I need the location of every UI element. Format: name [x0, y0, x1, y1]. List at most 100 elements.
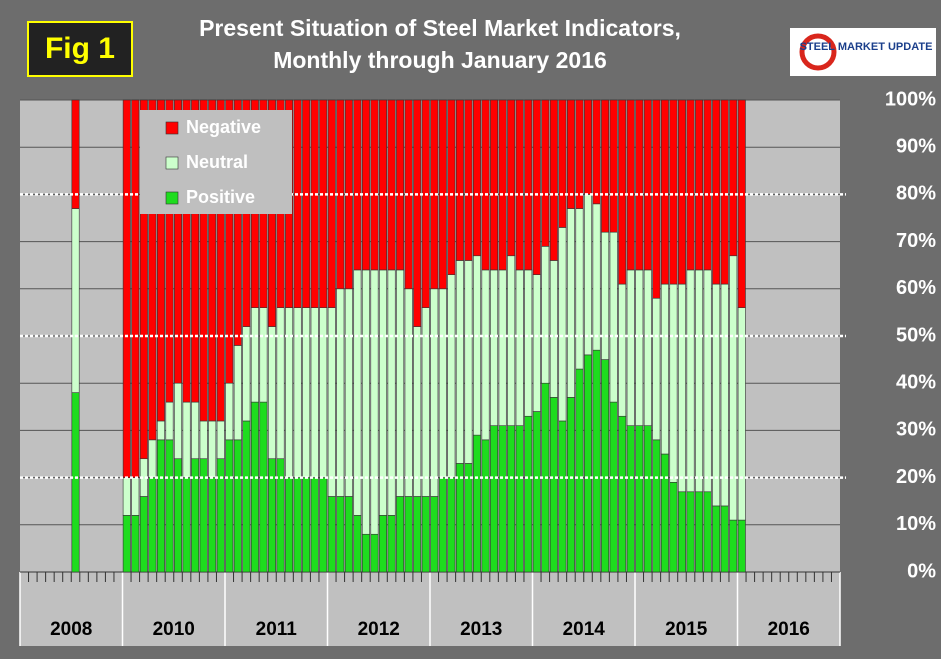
- bar-segment: [549, 99, 558, 261]
- x-group-label: 2015: [665, 619, 708, 640]
- bar-segment: [285, 477, 294, 573]
- bar-segment: [174, 458, 182, 573]
- bar-segment: [490, 99, 499, 271]
- bar-segment: [473, 434, 481, 573]
- bar-segment: [268, 326, 276, 460]
- bar-segment: [669, 99, 678, 285]
- bar-segment: [643, 99, 652, 271]
- bar-segment: [156, 99, 165, 422]
- bar-segment: [191, 99, 200, 403]
- bar-segment: [507, 99, 516, 257]
- bar-segment: [131, 99, 140, 478]
- bar-segment: [370, 269, 379, 535]
- bar-segment: [695, 99, 704, 271]
- y-tick-label: 90%: [896, 135, 936, 157]
- bar-segment: [361, 99, 370, 271]
- bar-segment: [678, 99, 686, 285]
- bar-segment: [302, 99, 311, 308]
- bar-segment: [242, 420, 251, 573]
- bar-segment: [566, 208, 575, 398]
- y-tick-label: 60%: [896, 277, 936, 299]
- bar-segment: [233, 439, 242, 573]
- bar-segment: [652, 439, 661, 573]
- bar-segment: [310, 307, 319, 478]
- bar-segment: [310, 477, 319, 573]
- bar-segment: [558, 99, 567, 228]
- bar-segment: [131, 477, 140, 516]
- y-tick-label: 80%: [896, 183, 936, 205]
- bar-segment: [678, 283, 686, 493]
- legend-box: [140, 110, 292, 214]
- bar-segment: [660, 453, 669, 573]
- bar-segment: [473, 99, 481, 257]
- bar-segment: [216, 458, 225, 573]
- bar-segment: [276, 458, 285, 573]
- legend-swatch: [165, 121, 179, 135]
- bar-segment: [507, 255, 516, 426]
- bar-segment: [618, 99, 627, 285]
- bar-segment: [250, 307, 259, 403]
- bar-segment: [191, 458, 200, 573]
- bar-segment: [148, 99, 157, 441]
- bar-segment: [609, 99, 618, 233]
- bar-segment: [712, 283, 721, 507]
- bar-segment: [729, 255, 738, 521]
- bar-segment: [71, 392, 80, 573]
- bar-segment: [635, 269, 644, 426]
- bar-segment: [592, 349, 601, 573]
- bar-segment: [712, 99, 721, 285]
- bar-segment: [566, 99, 575, 209]
- bar-segment: [643, 425, 652, 573]
- bar-segment: [216, 99, 225, 422]
- legend-label: Neutral: [186, 152, 248, 172]
- bar-segment: [285, 307, 294, 478]
- bar-segment: [122, 99, 131, 478]
- bar-segment: [396, 269, 405, 497]
- bar-segment: [336, 288, 345, 497]
- bar-segment: [455, 260, 464, 464]
- x-group-label: 2012: [358, 619, 400, 640]
- bar-segment: [686, 99, 695, 271]
- bar-segment: [268, 458, 276, 573]
- bar-segment: [515, 99, 524, 271]
- bar-segment: [515, 269, 524, 426]
- bar-segment: [208, 477, 217, 573]
- legend-label: Positive: [186, 187, 255, 207]
- bar-segment: [438, 288, 447, 478]
- bar-segment: [387, 99, 396, 271]
- bar-segment: [703, 491, 712, 573]
- y-tick-label: 10%: [896, 513, 936, 535]
- bar-segment: [618, 415, 627, 573]
- bar-segment: [720, 505, 729, 573]
- bar-segment: [490, 269, 499, 426]
- figure-label-box: [27, 21, 133, 77]
- bar-segment: [131, 515, 140, 573]
- bar-segment: [635, 425, 644, 573]
- bar-segment: [609, 231, 618, 403]
- bar-segment: [652, 297, 661, 441]
- bar-segment: [618, 283, 627, 417]
- bar-segment: [609, 401, 618, 573]
- bar-segment: [524, 269, 533, 417]
- bar-segment: [148, 477, 157, 573]
- bar-segment: [361, 533, 370, 573]
- bar-segment: [233, 345, 242, 441]
- bar-segment: [455, 463, 464, 573]
- bar-segment: [293, 99, 302, 308]
- bar-segment: [541, 246, 550, 384]
- bar-segment: [421, 496, 430, 573]
- bar-segment: [182, 477, 191, 573]
- bar-segment: [387, 515, 396, 573]
- bar-segment: [344, 496, 353, 573]
- bar-segment: [660, 99, 669, 285]
- bar-segment: [413, 496, 422, 573]
- bar-segment: [122, 477, 131, 516]
- bar-segment: [524, 99, 533, 271]
- bar-segment: [498, 99, 507, 271]
- bar-segment: [473, 255, 481, 436]
- y-tick-label: 70%: [896, 230, 936, 252]
- bar-segment: [532, 411, 541, 573]
- bar-segment: [549, 397, 558, 573]
- bar-segment: [584, 354, 592, 573]
